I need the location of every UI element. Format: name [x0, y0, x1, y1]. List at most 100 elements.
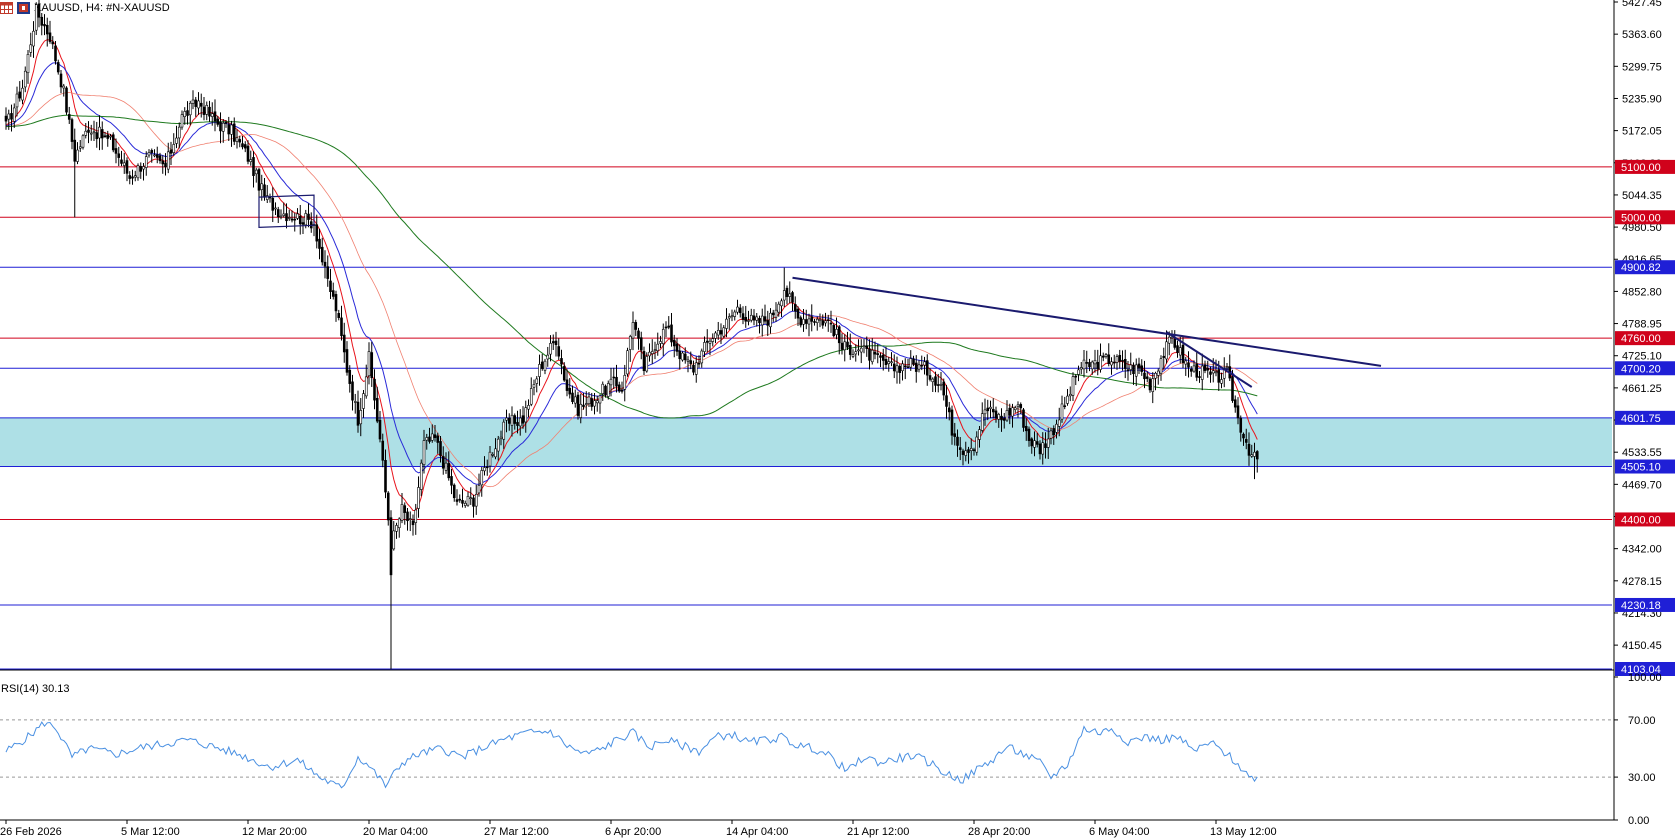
candle-body [499, 436, 503, 439]
candle-body [722, 327, 726, 337]
candle-body [172, 144, 176, 153]
candle-body [235, 137, 239, 142]
time-tick-label: 6 Apr 20:00 [605, 826, 661, 838]
candle-body [1066, 395, 1069, 404]
candle-body [604, 385, 607, 395]
candle-body [950, 409, 954, 436]
candle-body [802, 318, 805, 325]
candle-body [664, 326, 668, 329]
candle-body [1123, 358, 1127, 369]
candle-body [213, 111, 217, 122]
candle-body [656, 343, 660, 351]
candle-body [408, 518, 412, 520]
candle-body [1134, 364, 1138, 377]
candle-body [397, 518, 401, 528]
candle-body [224, 121, 228, 124]
price-level-tag-label: 4900.82 [1621, 262, 1661, 274]
price-level-tag-label: 4700.20 [1621, 363, 1661, 375]
time-tick-label: 20 Mar 04:00 [363, 826, 428, 838]
flag-icon[interactable] [17, 2, 30, 14]
candle-body [208, 106, 211, 117]
candle-body [884, 359, 888, 366]
candle-body [180, 114, 184, 128]
candle-body [293, 218, 297, 221]
candle-body [1005, 410, 1009, 421]
candle-body [1112, 361, 1116, 364]
candle-body [1151, 378, 1155, 392]
candle-body [972, 449, 976, 452]
candle-body [606, 383, 610, 397]
candle-body [1236, 405, 1240, 419]
candle-body [906, 366, 910, 369]
candle-body [469, 497, 473, 500]
candle-body [279, 215, 283, 218]
candle-body [708, 340, 712, 344]
candle-body [1203, 364, 1207, 371]
candle-body [177, 126, 181, 139]
candle-body [403, 505, 407, 513]
candle-body [760, 315, 764, 326]
candle-body [766, 320, 770, 326]
candle-body [804, 319, 808, 324]
candle-body [109, 135, 112, 138]
candle-body [887, 361, 891, 364]
candle-body [857, 349, 860, 352]
candle-body [1233, 399, 1237, 408]
candle-body [26, 54, 30, 74]
candle-body [524, 407, 528, 423]
price-level-tag [1615, 410, 1675, 425]
candle-body [274, 207, 277, 210]
candle-body [934, 376, 937, 386]
candle-body [67, 114, 71, 120]
candle-body [521, 415, 525, 424]
calendar-grid-icon[interactable] [0, 2, 13, 14]
candle-body [1068, 393, 1072, 397]
candle-body [670, 324, 673, 343]
candle-body [54, 45, 57, 62]
price-level-tag-label: 4400.00 [1621, 514, 1661, 526]
candle-body [843, 341, 847, 351]
trendlines-layer [258, 194, 1382, 388]
candle-body [925, 360, 929, 376]
candle-body [1173, 338, 1177, 348]
candle-body [285, 213, 288, 222]
candle-body [406, 511, 409, 522]
candle-body [480, 470, 484, 486]
candle-body [637, 330, 640, 339]
candle-body [1247, 443, 1251, 456]
price-level-tag [1615, 159, 1675, 174]
candle-body [975, 436, 979, 453]
price-level-tag-label: 4760.00 [1621, 333, 1661, 345]
candle-body [7, 113, 11, 120]
candle-body [936, 384, 940, 386]
candle-body [1140, 365, 1144, 372]
candle-body [373, 378, 376, 401]
candle-body [142, 166, 145, 170]
candle-body [609, 378, 613, 386]
candle-body [612, 376, 616, 379]
candle-body [430, 433, 434, 441]
time-tick-label: 5 Mar 12:00 [121, 826, 180, 838]
candle-body [45, 24, 49, 35]
candle-body [230, 124, 233, 135]
candle-body [560, 358, 563, 365]
price-level-tag [1615, 459, 1675, 474]
candle-body [584, 403, 588, 405]
support-zone [0, 417, 1612, 467]
candle-body [725, 318, 728, 329]
time-tick-label: 6 May 04:00 [1089, 826, 1150, 838]
candle-body [1156, 370, 1160, 376]
candle-body [854, 351, 858, 355]
price-tick-label: 4469.70 [1622, 479, 1662, 491]
candle-body [227, 124, 231, 135]
candle-body [417, 487, 420, 509]
candle-body [1033, 440, 1036, 448]
candle-body [12, 107, 16, 122]
candle-body [100, 129, 104, 139]
candle-body [694, 362, 698, 375]
candle-body [32, 30, 35, 47]
candle-body [40, 16, 44, 26]
candle-body [986, 407, 990, 412]
candle-body [879, 355, 882, 358]
